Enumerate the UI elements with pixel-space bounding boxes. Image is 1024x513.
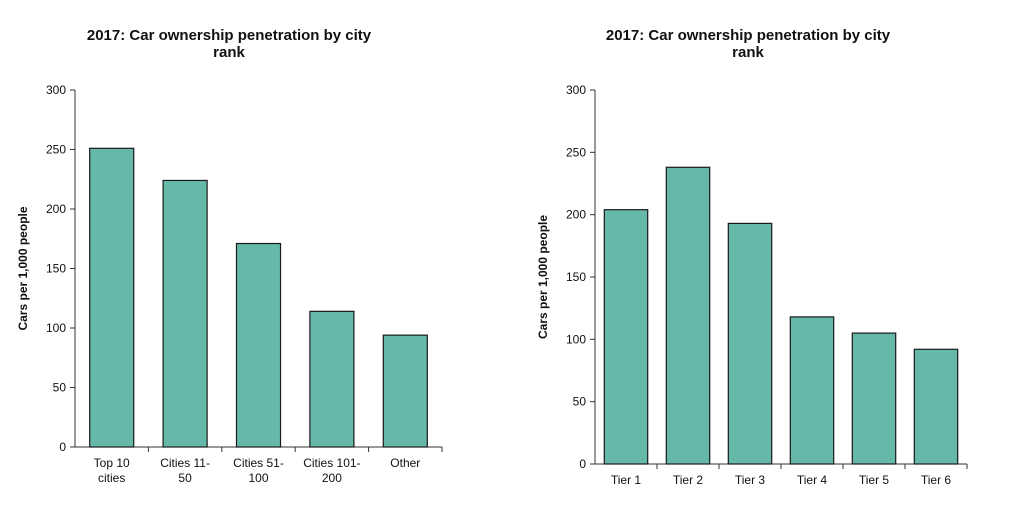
x-tick-label: Tier 1	[611, 473, 642, 487]
y-tick-label: 100	[46, 321, 66, 335]
y-tick-label: 250	[566, 145, 586, 159]
x-tick-label-line: Tier 5	[859, 473, 890, 487]
chart-title: rank	[213, 44, 245, 61]
x-tick-label: Other	[390, 456, 420, 470]
chart-1: 2017: Car ownership penetration by cityr…	[16, 27, 443, 485]
x-tick-label-line: Tier 3	[735, 473, 766, 487]
bar	[603, 209, 649, 465]
y-tick-label: 100	[566, 332, 586, 346]
y-tick-label: 0	[59, 440, 66, 454]
y-tick-label: 0	[579, 457, 586, 471]
bar	[727, 222, 773, 465]
bar	[913, 348, 959, 465]
bar	[309, 310, 355, 448]
x-tick-label: Tier 3	[735, 473, 766, 487]
y-tick-label: 200	[46, 202, 66, 216]
x-tick-label-line: Cities 51-	[233, 456, 284, 470]
bar	[851, 332, 897, 465]
x-tick-label-line: Tier 2	[673, 473, 704, 487]
x-tick-label: Tier 2	[673, 473, 704, 487]
chart-title: 2017: Car ownership penetration by city	[606, 27, 891, 44]
x-tick-label: Tier 5	[859, 473, 890, 487]
x-tick-label-line: 50	[178, 471, 192, 485]
x-tick-label: Top 10 cities	[94, 456, 130, 485]
y-tick-label: 300	[46, 83, 66, 97]
bar	[665, 166, 711, 465]
chart-title: rank	[732, 44, 764, 61]
y-axis-label: Cars per 1,000 people	[536, 215, 550, 339]
bar	[382, 334, 428, 448]
x-tick-label: Cities 11-50	[160, 456, 210, 485]
y-axis-label: Cars per 1,000 people	[16, 206, 30, 330]
y-tick-label: 300	[566, 83, 586, 97]
y-tick-label: 150	[566, 270, 586, 284]
y-tick-label: 50	[53, 381, 67, 395]
x-tick-label-line: Cities 101-	[303, 456, 360, 470]
y-tick-label: 50	[573, 395, 587, 409]
x-tick-label: Tier 4	[797, 473, 828, 487]
x-tick-label-line: Top 10	[94, 456, 130, 470]
x-tick-label: Cities 101-200	[303, 456, 360, 485]
bar	[89, 147, 135, 448]
x-tick-label: Cities 51-100	[233, 456, 284, 485]
bar	[235, 242, 282, 448]
x-tick-label-line: 100	[248, 471, 268, 485]
chart-2: 2017: Car ownership penetration by cityr…	[536, 27, 968, 487]
x-tick-label: Tier 6	[921, 473, 952, 487]
x-tick-label-line: Cities 11-	[160, 456, 210, 470]
x-tick-label-line: 200	[322, 471, 342, 485]
x-tick-label-line: Other	[390, 456, 420, 470]
x-tick-label-line: cities	[98, 471, 125, 485]
y-tick-label: 250	[46, 143, 66, 157]
chart-title: 2017: Car ownership penetration by city	[87, 27, 372, 44]
bar	[789, 316, 835, 465]
y-tick-label: 200	[566, 208, 586, 222]
bar	[162, 179, 208, 448]
y-tick-label: 150	[46, 262, 66, 276]
x-tick-label-line: Tier 1	[611, 473, 642, 487]
x-tick-label-line: Tier 6	[921, 473, 952, 487]
x-tick-label-line: Tier 4	[797, 473, 828, 487]
